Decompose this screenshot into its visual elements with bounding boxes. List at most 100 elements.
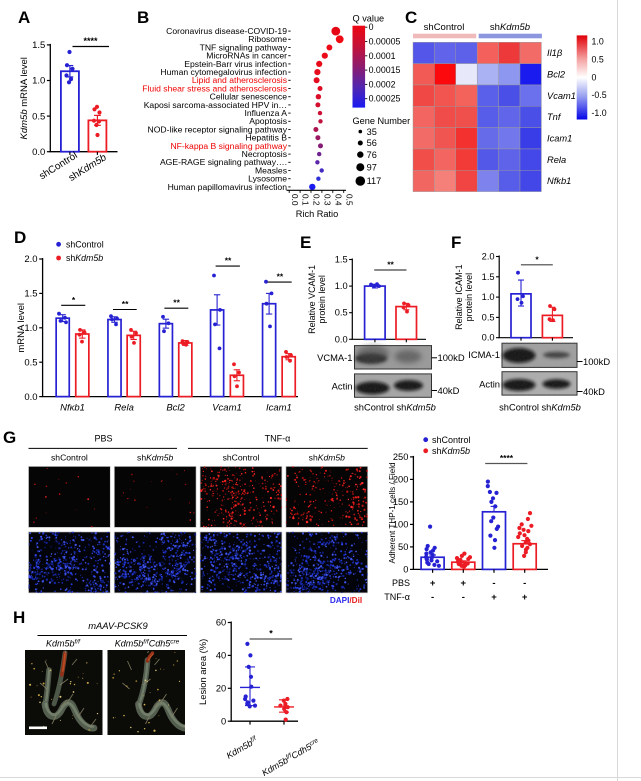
svg-text:G: G bbox=[3, 428, 16, 447]
svg-text:Vcam1: Vcam1 bbox=[212, 403, 242, 414]
svg-text:****: **** bbox=[83, 36, 98, 46]
svg-text:*: * bbox=[269, 629, 273, 639]
svg-text:0.0: 0.0 bbox=[335, 334, 348, 344]
svg-text:Influenza A: Influenza A bbox=[244, 108, 287, 118]
svg-text:Il1β: Il1β bbox=[547, 48, 563, 58]
svg-text:56: 56 bbox=[367, 138, 377, 148]
svg-text:0.5: 0.5 bbox=[344, 194, 354, 206]
svg-text:0: 0 bbox=[403, 565, 408, 575]
svg-text:20: 20 bbox=[216, 684, 226, 694]
svg-text:0.00015: 0.00015 bbox=[369, 65, 401, 75]
svg-text:100kD: 100kD bbox=[583, 356, 610, 367]
svg-text:Tnf: Tnf bbox=[547, 112, 562, 122]
svg-text:0.5: 0.5 bbox=[592, 55, 604, 65]
svg-text:Fluid shear stress and atheros: Fluid shear stress and atherosclerosis bbox=[142, 83, 287, 93]
svg-text:Relative VCAM-1: Relative VCAM-1 bbox=[307, 265, 317, 334]
svg-text:Hepatitis B: Hepatitis B bbox=[245, 133, 287, 143]
svg-text:**: ** bbox=[387, 260, 394, 270]
svg-text:1.0: 1.0 bbox=[24, 323, 37, 334]
svg-text:**: ** bbox=[277, 272, 284, 282]
svg-text:Lysosome: Lysosome bbox=[248, 174, 287, 184]
svg-text:*: * bbox=[72, 295, 76, 305]
svg-text:40: 40 bbox=[216, 651, 226, 661]
svg-text:1.5: 1.5 bbox=[24, 289, 37, 300]
svg-text:97: 97 bbox=[367, 162, 377, 172]
svg-text:Q value: Q value bbox=[353, 14, 385, 24]
svg-text:35: 35 bbox=[367, 127, 377, 137]
svg-text:0.5: 0.5 bbox=[482, 312, 495, 322]
svg-text:Icam1: Icam1 bbox=[547, 133, 572, 143]
svg-text:Apoptosis: Apoptosis bbox=[249, 116, 287, 126]
svg-text:-: - bbox=[492, 578, 495, 589]
svg-text:shControl: shControl bbox=[424, 22, 465, 33]
svg-text:PBS: PBS bbox=[392, 578, 410, 588]
svg-text:B: B bbox=[137, 8, 149, 27]
svg-text:1.5: 1.5 bbox=[32, 40, 45, 51]
svg-text:-: - bbox=[523, 578, 526, 589]
svg-text:mRNA level: mRNA level bbox=[16, 303, 27, 353]
svg-text:shKdm5b: shKdm5b bbox=[432, 446, 470, 456]
svg-text:*: * bbox=[535, 254, 539, 264]
svg-text:E: E bbox=[300, 233, 311, 252]
svg-text:VCMA-1: VCMA-1 bbox=[317, 352, 352, 363]
svg-text:**: ** bbox=[225, 256, 232, 266]
svg-text:Kdm5bf/fCdh5cre: Kdm5bf/fCdh5cre bbox=[115, 639, 180, 649]
svg-text:MicroRNAs in cancer: MicroRNAs in cancer bbox=[206, 51, 287, 61]
svg-text:Kdm5bf/f: Kdm5bf/f bbox=[46, 639, 81, 649]
svg-text:-: - bbox=[462, 592, 465, 603]
svg-text:Epstein-Barr virus infection: Epstein-Barr virus infection bbox=[184, 59, 287, 69]
svg-text:H: H bbox=[13, 608, 25, 627]
svg-text:50: 50 bbox=[398, 542, 408, 552]
svg-text:NF-kappa B signaling pathway: NF-kappa B signaling pathway bbox=[170, 141, 287, 151]
svg-text:2.0: 2.0 bbox=[482, 252, 495, 262]
svg-text:D: D bbox=[14, 228, 26, 247]
svg-text:0.00025: 0.00025 bbox=[369, 94, 401, 104]
svg-text:shControl shKdm5b: shControl shKdm5b bbox=[354, 403, 436, 413]
svg-text:shControl: shControl bbox=[66, 240, 104, 250]
svg-text:200: 200 bbox=[393, 475, 409, 485]
svg-text:0.0002: 0.0002 bbox=[369, 79, 396, 89]
svg-text:100: 100 bbox=[393, 520, 409, 530]
svg-text:1.5: 1.5 bbox=[482, 272, 495, 282]
svg-text:1.5: 1.5 bbox=[335, 255, 348, 265]
svg-text:protein level: protein level bbox=[317, 275, 327, 324]
svg-text:shKdm5b: shKdm5b bbox=[490, 22, 530, 33]
svg-text:250: 250 bbox=[393, 452, 409, 462]
svg-text:40kD: 40kD bbox=[438, 385, 460, 396]
svg-text:Rela: Rela bbox=[114, 403, 134, 414]
svg-text:0.5: 0.5 bbox=[24, 357, 37, 368]
svg-text:Icam1: Icam1 bbox=[266, 403, 292, 414]
svg-text:2.0: 2.0 bbox=[24, 254, 37, 265]
svg-text:0.1: 0.1 bbox=[301, 194, 311, 206]
svg-text:0.0001: 0.0001 bbox=[369, 51, 396, 61]
svg-text:TNF-α: TNF-α bbox=[265, 434, 291, 444]
svg-text:Coronavirus disease-COVID-19: Coronavirus disease-COVID-19 bbox=[166, 26, 287, 36]
svg-text:NOD-like receptor signaling pa: NOD-like receptor signaling pathway bbox=[148, 124, 288, 134]
svg-text:shKdm5b: shKdm5b bbox=[137, 453, 174, 463]
svg-text:+: + bbox=[430, 578, 436, 589]
svg-text:-0.5: -0.5 bbox=[592, 90, 607, 100]
svg-text:DAPI/DiI: DAPI/DiI bbox=[330, 596, 362, 605]
svg-text:PBS: PBS bbox=[94, 434, 112, 444]
svg-text:**: ** bbox=[122, 299, 129, 309]
svg-text:Human cytomegalovirus infectio: Human cytomegalovirus infection bbox=[160, 67, 287, 77]
svg-text:0: 0 bbox=[369, 22, 374, 32]
svg-text:Cellular senescence: Cellular senescence bbox=[210, 92, 288, 102]
svg-text:0.2: 0.2 bbox=[312, 194, 322, 206]
svg-text:Necroptosis: Necroptosis bbox=[242, 149, 287, 159]
svg-text:Bcl2: Bcl2 bbox=[547, 69, 566, 79]
svg-text:Kdm5bf/fCdh5cre: Kdm5bf/fCdh5cre bbox=[260, 737, 321, 778]
svg-text:shControl: shControl bbox=[432, 435, 471, 445]
svg-text:Actin: Actin bbox=[479, 379, 500, 390]
svg-text:F: F bbox=[451, 233, 461, 252]
svg-text:ICMA-1: ICMA-1 bbox=[468, 349, 500, 360]
svg-text:0.3: 0.3 bbox=[323, 194, 333, 206]
svg-text:1.0: 1.0 bbox=[482, 292, 495, 302]
svg-text:+: + bbox=[491, 592, 497, 603]
svg-text:mAAV-PCSK9: mAAV-PCSK9 bbox=[88, 620, 148, 631]
svg-text:40kD: 40kD bbox=[583, 386, 605, 397]
svg-text:Rich Ratio: Rich Ratio bbox=[296, 209, 338, 219]
svg-text:TNF-α: TNF-α bbox=[384, 592, 410, 602]
svg-text:0.0: 0.0 bbox=[290, 194, 300, 206]
svg-text:0.4: 0.4 bbox=[333, 194, 343, 206]
